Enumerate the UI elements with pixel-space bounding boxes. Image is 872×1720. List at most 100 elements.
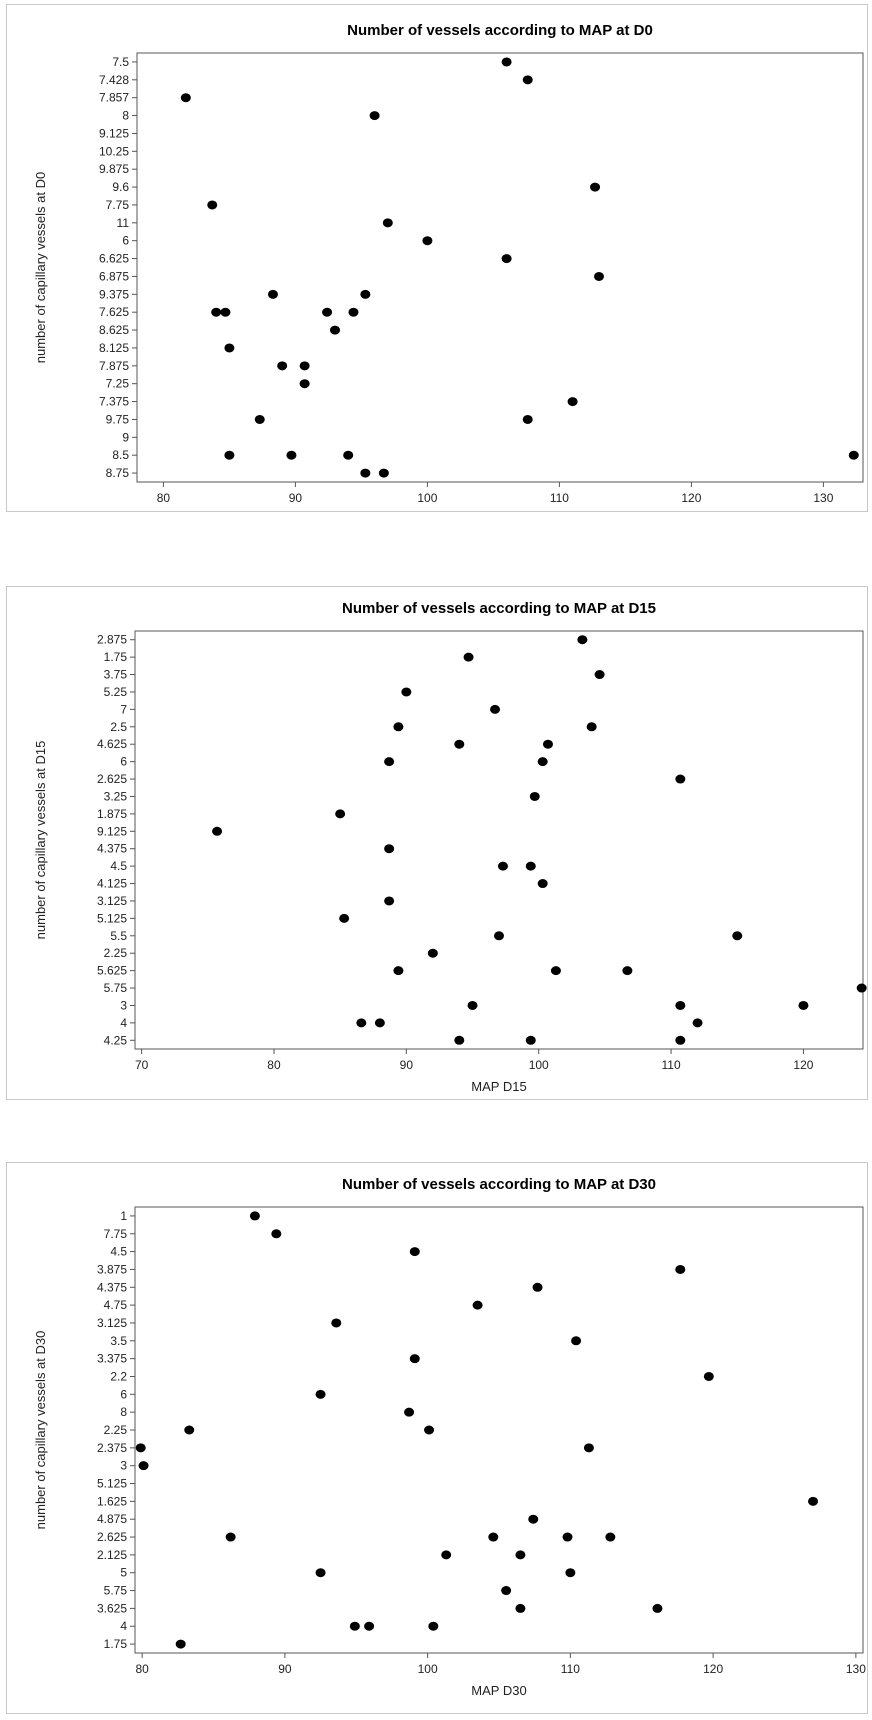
data-point <box>562 1532 573 1542</box>
y-tick-label: 7.75 <box>106 198 130 212</box>
data-point <box>224 450 235 460</box>
y-tick-label: 2.875 <box>97 633 127 647</box>
data-point <box>212 826 223 836</box>
y-tick-label: 10.25 <box>99 144 129 158</box>
data-point <box>848 450 859 460</box>
data-point <box>652 1603 663 1613</box>
y-tick-label: 9.6 <box>112 180 129 194</box>
y-tick-label: 6 <box>120 755 127 769</box>
data-point <box>522 414 533 424</box>
data-point <box>384 896 395 906</box>
data-point <box>364 1621 375 1631</box>
x-tick-label: 100 <box>529 1058 549 1072</box>
y-tick-label: 9.375 <box>99 287 129 301</box>
data-point <box>374 1018 385 1028</box>
x-tick-label: 120 <box>681 491 701 505</box>
y-tick-label: 8.125 <box>99 341 129 355</box>
x-tick-label: 120 <box>703 1662 723 1676</box>
data-point <box>501 57 512 67</box>
data-point <box>675 1035 686 1045</box>
data-point <box>322 307 333 317</box>
y-tick-label: 4.5 <box>110 859 127 873</box>
data-point <box>180 93 191 103</box>
data-point <box>463 652 474 662</box>
x-axis-label: MAP D30 <box>471 1683 526 1698</box>
x-tick-label: 130 <box>846 1662 866 1676</box>
data-point <box>594 670 605 680</box>
data-point <box>299 379 310 389</box>
x-tick-label: 90 <box>289 491 303 505</box>
scatter-chart-d15: Number of vessels according to MAP at D1… <box>33 600 867 1094</box>
data-point <box>249 1211 260 1221</box>
data-point <box>207 200 218 210</box>
y-tick-label: 7.625 <box>99 305 129 319</box>
y-tick-label: 2.375 <box>97 1441 127 1455</box>
data-point <box>378 468 389 478</box>
y-tick-label: 4.625 <box>97 737 127 751</box>
data-point <box>393 722 404 732</box>
y-tick-label: 9.125 <box>97 824 127 838</box>
y-tick-label: 4.125 <box>97 877 127 891</box>
y-tick-label: 5.625 <box>97 964 127 978</box>
y-axis-label: number of capillary vessels at D30 <box>33 1331 48 1530</box>
data-point <box>404 1407 415 1417</box>
y-tick-label: 3.125 <box>97 1316 127 1330</box>
y-tick-label: 3.875 <box>97 1262 127 1276</box>
y-tick-label: 4 <box>120 1619 127 1633</box>
data-point <box>422 236 433 246</box>
data-point <box>542 739 553 749</box>
y-tick-label: 9.75 <box>106 412 130 426</box>
y-tick-label: 2.625 <box>97 772 127 786</box>
x-tick-label: 80 <box>157 491 171 505</box>
data-point <box>488 1532 499 1542</box>
y-tick-label: 5.125 <box>97 911 127 925</box>
data-point <box>384 757 395 767</box>
plot-area-frame <box>134 1206 864 1654</box>
x-tick-label: 110 <box>550 491 569 505</box>
y-tick-label: 1.75 <box>104 650 128 664</box>
chart-panel-d0: Number of vessels according to MAP at D0… <box>6 4 868 512</box>
data-point <box>472 1300 483 1310</box>
data-point <box>467 1000 478 1010</box>
data-point <box>532 1282 543 1292</box>
y-tick-label: 2.625 <box>97 1530 127 1544</box>
y-tick-label: 2.25 <box>104 1423 128 1437</box>
y-tick-label: 9.875 <box>99 162 129 176</box>
y-tick-label: 4.375 <box>97 1280 127 1294</box>
y-tick-label: 4.75 <box>104 1298 128 1312</box>
data-point <box>732 931 743 941</box>
y-tick-label: 9.125 <box>99 126 129 140</box>
data-point <box>339 913 350 923</box>
data-point <box>335 809 346 819</box>
y-tick-label: 2.25 <box>104 946 128 960</box>
data-point <box>528 1514 539 1524</box>
y-tick-label: 7.25 <box>106 377 130 391</box>
y-tick-label: 8.625 <box>99 323 129 337</box>
scatter-chart-d0: Number of vessels according to MAP at D0… <box>33 22 864 505</box>
data-point <box>409 1354 420 1364</box>
data-point <box>454 1035 465 1045</box>
y-tick-label: 7.375 <box>99 395 129 409</box>
x-tick-label: 90 <box>278 1662 292 1676</box>
data-point <box>501 254 512 264</box>
y-tick-label: 7.428 <box>99 73 129 87</box>
y-tick-label: 1.75 <box>104 1637 128 1651</box>
x-tick-label: 90 <box>400 1058 414 1072</box>
data-point <box>356 1018 367 1028</box>
y-tick-label: 7.5 <box>112 55 129 69</box>
data-point <box>348 307 359 317</box>
data-point <box>315 1568 326 1578</box>
x-tick-label: 120 <box>793 1058 813 1072</box>
chart-title: Number of vessels according to MAP at D1… <box>342 600 656 617</box>
x-tick-label: 70 <box>135 1058 149 1072</box>
data-point <box>622 966 633 976</box>
x-tick-label: 80 <box>135 1662 149 1676</box>
data-point <box>220 307 231 317</box>
data-point <box>330 325 340 335</box>
y-tick-label: 2.125 <box>97 1548 127 1562</box>
data-point <box>271 1229 282 1239</box>
chart-panel-d15: Number of vessels according to MAP at D1… <box>6 586 868 1100</box>
chart-title: Number of vessels according to MAP at D0 <box>347 22 653 39</box>
y-tick-label: 3.75 <box>104 668 128 682</box>
data-point <box>428 1621 439 1631</box>
